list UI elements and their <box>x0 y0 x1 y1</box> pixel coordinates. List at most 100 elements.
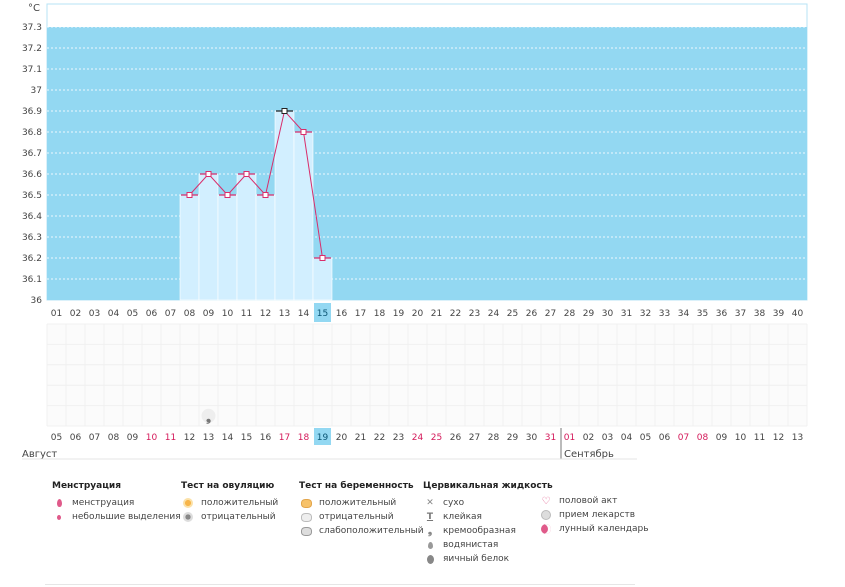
sun-positive-icon <box>181 497 195 509</box>
calendar-date-label: 10 <box>735 433 747 443</box>
data-point <box>300 129 307 135</box>
cycle-day-label: 27 <box>545 309 556 319</box>
calendar-date-label: 30 <box>526 433 538 443</box>
egg-white-icon <box>423 553 437 565</box>
cycle-day-label: 23 <box>469 309 480 319</box>
pregnancy-weak-icon <box>299 525 313 537</box>
calendar-date-label: 14 <box>222 433 234 443</box>
data-point <box>319 255 326 261</box>
legend-label: водянистая <box>443 540 499 550</box>
cycle-day-label: 30 <box>602 309 614 319</box>
legend-label: сухо <box>443 498 465 508</box>
cycle-day-label: 36 <box>716 309 728 319</box>
cycle-day-label: 18 <box>374 309 386 319</box>
y-tick-label: 36.9 <box>22 107 42 117</box>
drop-big-icon <box>52 497 66 509</box>
cycle-day-label: 15 <box>317 309 328 319</box>
cycle-day-label: 19 <box>393 309 405 319</box>
calendar-date-label: 26 <box>450 433 462 443</box>
calendar-date-label: 02 <box>583 433 594 443</box>
legend-label: отрицательный <box>319 512 394 522</box>
calendar-date-label: 12 <box>184 433 195 443</box>
calendar-date-label: 17 <box>279 433 290 443</box>
calendar-date-label: 11 <box>754 433 765 443</box>
y-tick-label: 37.2 <box>22 44 42 54</box>
legend-label: кремообразная <box>443 526 516 536</box>
cream-icon: ❟ <box>206 410 211 425</box>
y-tick-label: 36.8 <box>22 128 42 138</box>
legend-item: отрицательный <box>181 510 278 524</box>
legend-item: ✕ сухо <box>423 496 553 510</box>
temperature-bar <box>198 173 219 301</box>
legend-item: положительный <box>299 496 424 510</box>
temperature-line <box>189 109 323 259</box>
cycle-day-label: 35 <box>697 309 708 319</box>
cycle-day-label: 20 <box>412 309 424 319</box>
legend-item: менструация <box>52 496 181 510</box>
y-tick-label: 36.3 <box>22 233 42 243</box>
y-tick-label: 36.7 <box>22 149 42 159</box>
calendar-date-label: 13 <box>792 433 803 443</box>
cycle-day-label: 12 <box>260 309 271 319</box>
calendar-date-label: 05 <box>640 433 651 443</box>
cycle-day-label: 08 <box>184 309 196 319</box>
cycle-day-label: 10 <box>222 309 234 319</box>
legend-title: Цервикальная жидкость <box>423 481 553 491</box>
temperature-bar <box>255 194 276 301</box>
y-tick-label: 36.6 <box>22 170 42 180</box>
cycle-day-label: 02 <box>70 309 81 319</box>
legend-label: половой акт <box>559 496 618 506</box>
cycle-day-label: 39 <box>773 309 785 319</box>
legend-title: Тест на беременность <box>299 481 414 491</box>
cycle-day-label: 25 <box>507 309 518 319</box>
divider <box>45 584 635 585</box>
legend-item: положительный <box>181 496 278 510</box>
cycle-day-label: 11 <box>241 309 252 319</box>
legend-item: лунный календарь <box>539 522 649 536</box>
legend-item: слабоположительный <box>299 524 424 538</box>
temperature-bar <box>179 194 200 301</box>
cycle-day-label: 05 <box>127 309 138 319</box>
bbt-chart: °C 36 36.1 36.2 36.3 36.4 36.5 36.6 36.7 36.8 36.9… <box>22 3 808 460</box>
calendar-date-label: 25 <box>431 433 442 443</box>
data-point <box>281 108 288 114</box>
calendar-date-label: 21 <box>355 433 366 443</box>
data-point <box>205 171 212 177</box>
calendar-date-label: 19 <box>317 433 329 443</box>
cycle-day-label: 33 <box>659 309 670 319</box>
temperature-bar <box>236 173 257 301</box>
marker-bg <box>201 408 216 423</box>
cycle-day-highlight <box>314 303 331 322</box>
data-point <box>224 192 231 198</box>
calendar-date-label: 28 <box>488 433 500 443</box>
data-point <box>243 171 250 177</box>
cycle-day-label: 32 <box>640 309 651 319</box>
legend-item: яичный белок <box>423 552 553 566</box>
legend-item: ♡ половой акт <box>539 494 649 508</box>
calendar-date-label: 16 <box>260 433 272 443</box>
date-highlight <box>314 428 331 445</box>
plot-background <box>47 27 807 300</box>
y-tick-label: 37.1 <box>22 65 42 75</box>
moon-icon <box>539 523 553 535</box>
calendar-date-label: 03 <box>602 433 613 443</box>
temperature-bar <box>312 257 333 301</box>
cycle-day-label: 09 <box>203 309 215 319</box>
cycle-day-label: 22 <box>450 309 461 319</box>
legend-menstruation: Менструация менструация небольшие выделе… <box>52 481 181 524</box>
cycle-day-label: 04 <box>108 309 120 319</box>
sun-negative-icon <box>181 511 195 523</box>
cycle-day-label: 26 <box>526 309 538 319</box>
legend-label: клейкая <box>443 512 482 522</box>
cycle-day-label: 31 <box>621 309 632 319</box>
legend-label: положительный <box>319 498 397 508</box>
legend-label: небольшие выделения <box>72 512 181 522</box>
cycle-day-label: 29 <box>583 309 595 319</box>
temperature-bar <box>217 194 238 301</box>
y-tick-label: 36.1 <box>22 275 42 285</box>
cycle-day-label: 06 <box>146 309 158 319</box>
y-tick-label: 37 <box>31 86 42 96</box>
calendar-date-label: 07 <box>89 433 100 443</box>
legend-item: ❟ кремообразная <box>423 524 553 538</box>
